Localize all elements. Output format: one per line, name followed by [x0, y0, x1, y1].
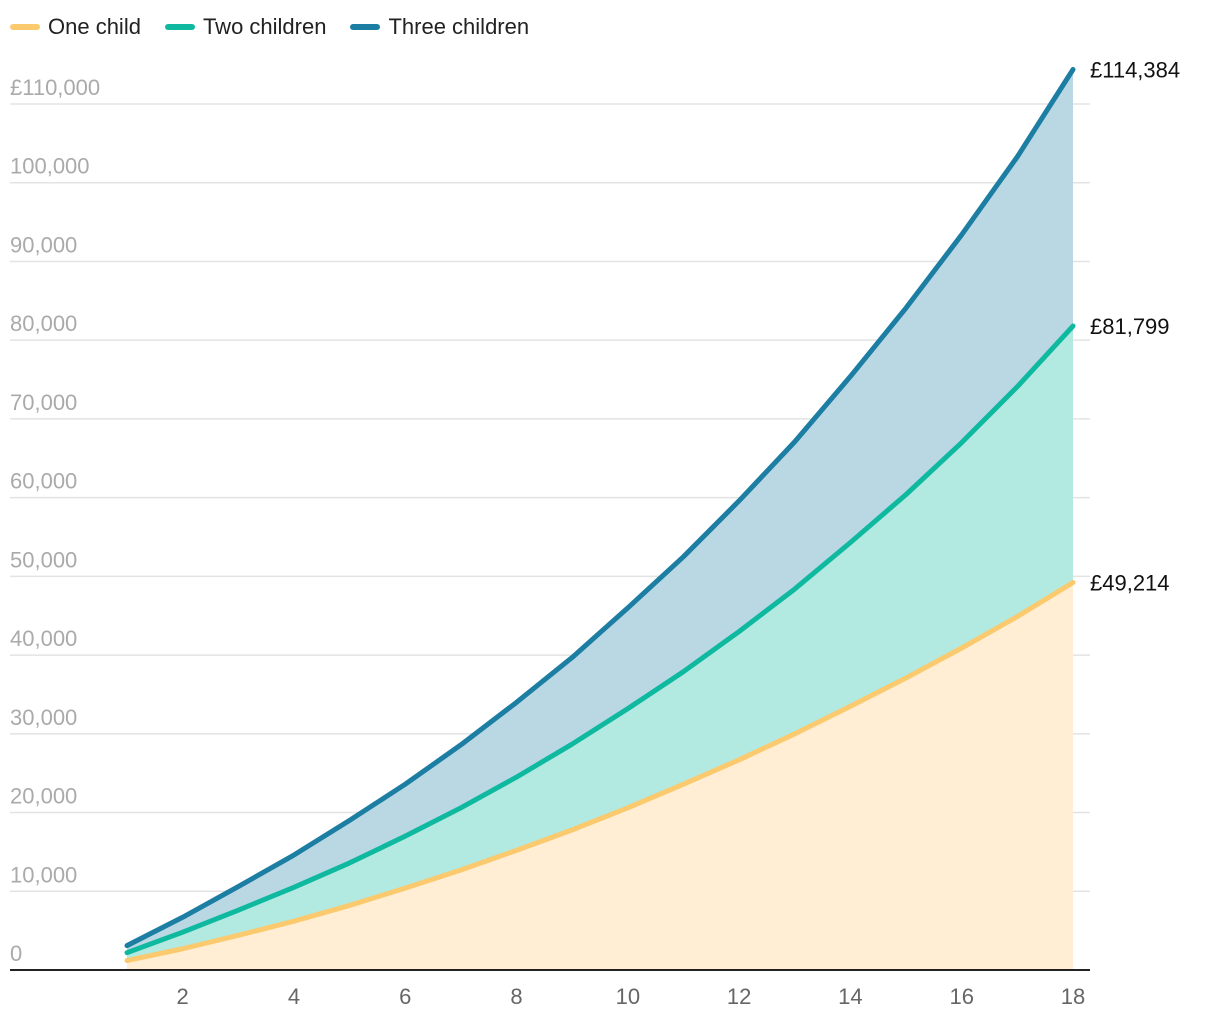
x-tick-label: 8 — [510, 984, 522, 1009]
legend-swatch-three-children — [350, 24, 381, 30]
legend-label-two-children: Two children — [202, 14, 327, 39]
series-line-three-children[interactable] — [124, 66, 1076, 949]
x-tick-label: 12 — [727, 984, 751, 1009]
legend-item-three-children[interactable]: Three children — [350, 14, 529, 40]
x-tick-label: 10 — [616, 984, 640, 1009]
legend-swatch-one-child — [10, 24, 40, 30]
end-value-label: £49,214 — [1090, 571, 1170, 596]
series-line-one-child[interactable] — [124, 580, 1076, 964]
end-value-label: £81,799 — [1090, 314, 1170, 339]
y-tick-label: 70,000 — [10, 390, 77, 415]
y-tick-label: 10,000 — [10, 862, 77, 887]
y-tick-label: 30,000 — [10, 705, 77, 730]
x-tick-label: 2 — [177, 984, 189, 1009]
series-line-two-children[interactable] — [124, 323, 1076, 956]
legend: One child Two children Three children — [10, 14, 529, 40]
y-tick-label: 50,000 — [10, 547, 77, 572]
y-tick-label: 40,000 — [10, 626, 77, 651]
y-tick-label: 60,000 — [10, 469, 77, 494]
y-tick-label: 90,000 — [10, 232, 77, 257]
x-tick-label: 18 — [1061, 984, 1085, 1009]
y-tick-label: 80,000 — [10, 311, 77, 336]
x-tick-label: 14 — [838, 984, 862, 1009]
y-tick-label: 0 — [10, 941, 22, 966]
legend-item-two-children[interactable]: Two children — [164, 14, 327, 40]
x-tick-label: 4 — [288, 984, 300, 1009]
x-tick-label: 16 — [949, 984, 973, 1009]
legend-label-one-child: One child — [48, 14, 141, 39]
legend-swatch-two-children — [164, 24, 195, 30]
area-one-child — [127, 582, 1073, 970]
end-value-label: £114,384 — [1090, 57, 1180, 82]
y-tick-label: £110,000 — [10, 75, 100, 100]
y-tick-label: 20,000 — [10, 784, 77, 809]
legend-item-one-child[interactable]: One child — [10, 14, 141, 40]
x-tick-label: 6 — [399, 984, 411, 1009]
y-tick-label: 100,000 — [10, 154, 90, 179]
legend-label-three-children: Three children — [388, 14, 530, 39]
